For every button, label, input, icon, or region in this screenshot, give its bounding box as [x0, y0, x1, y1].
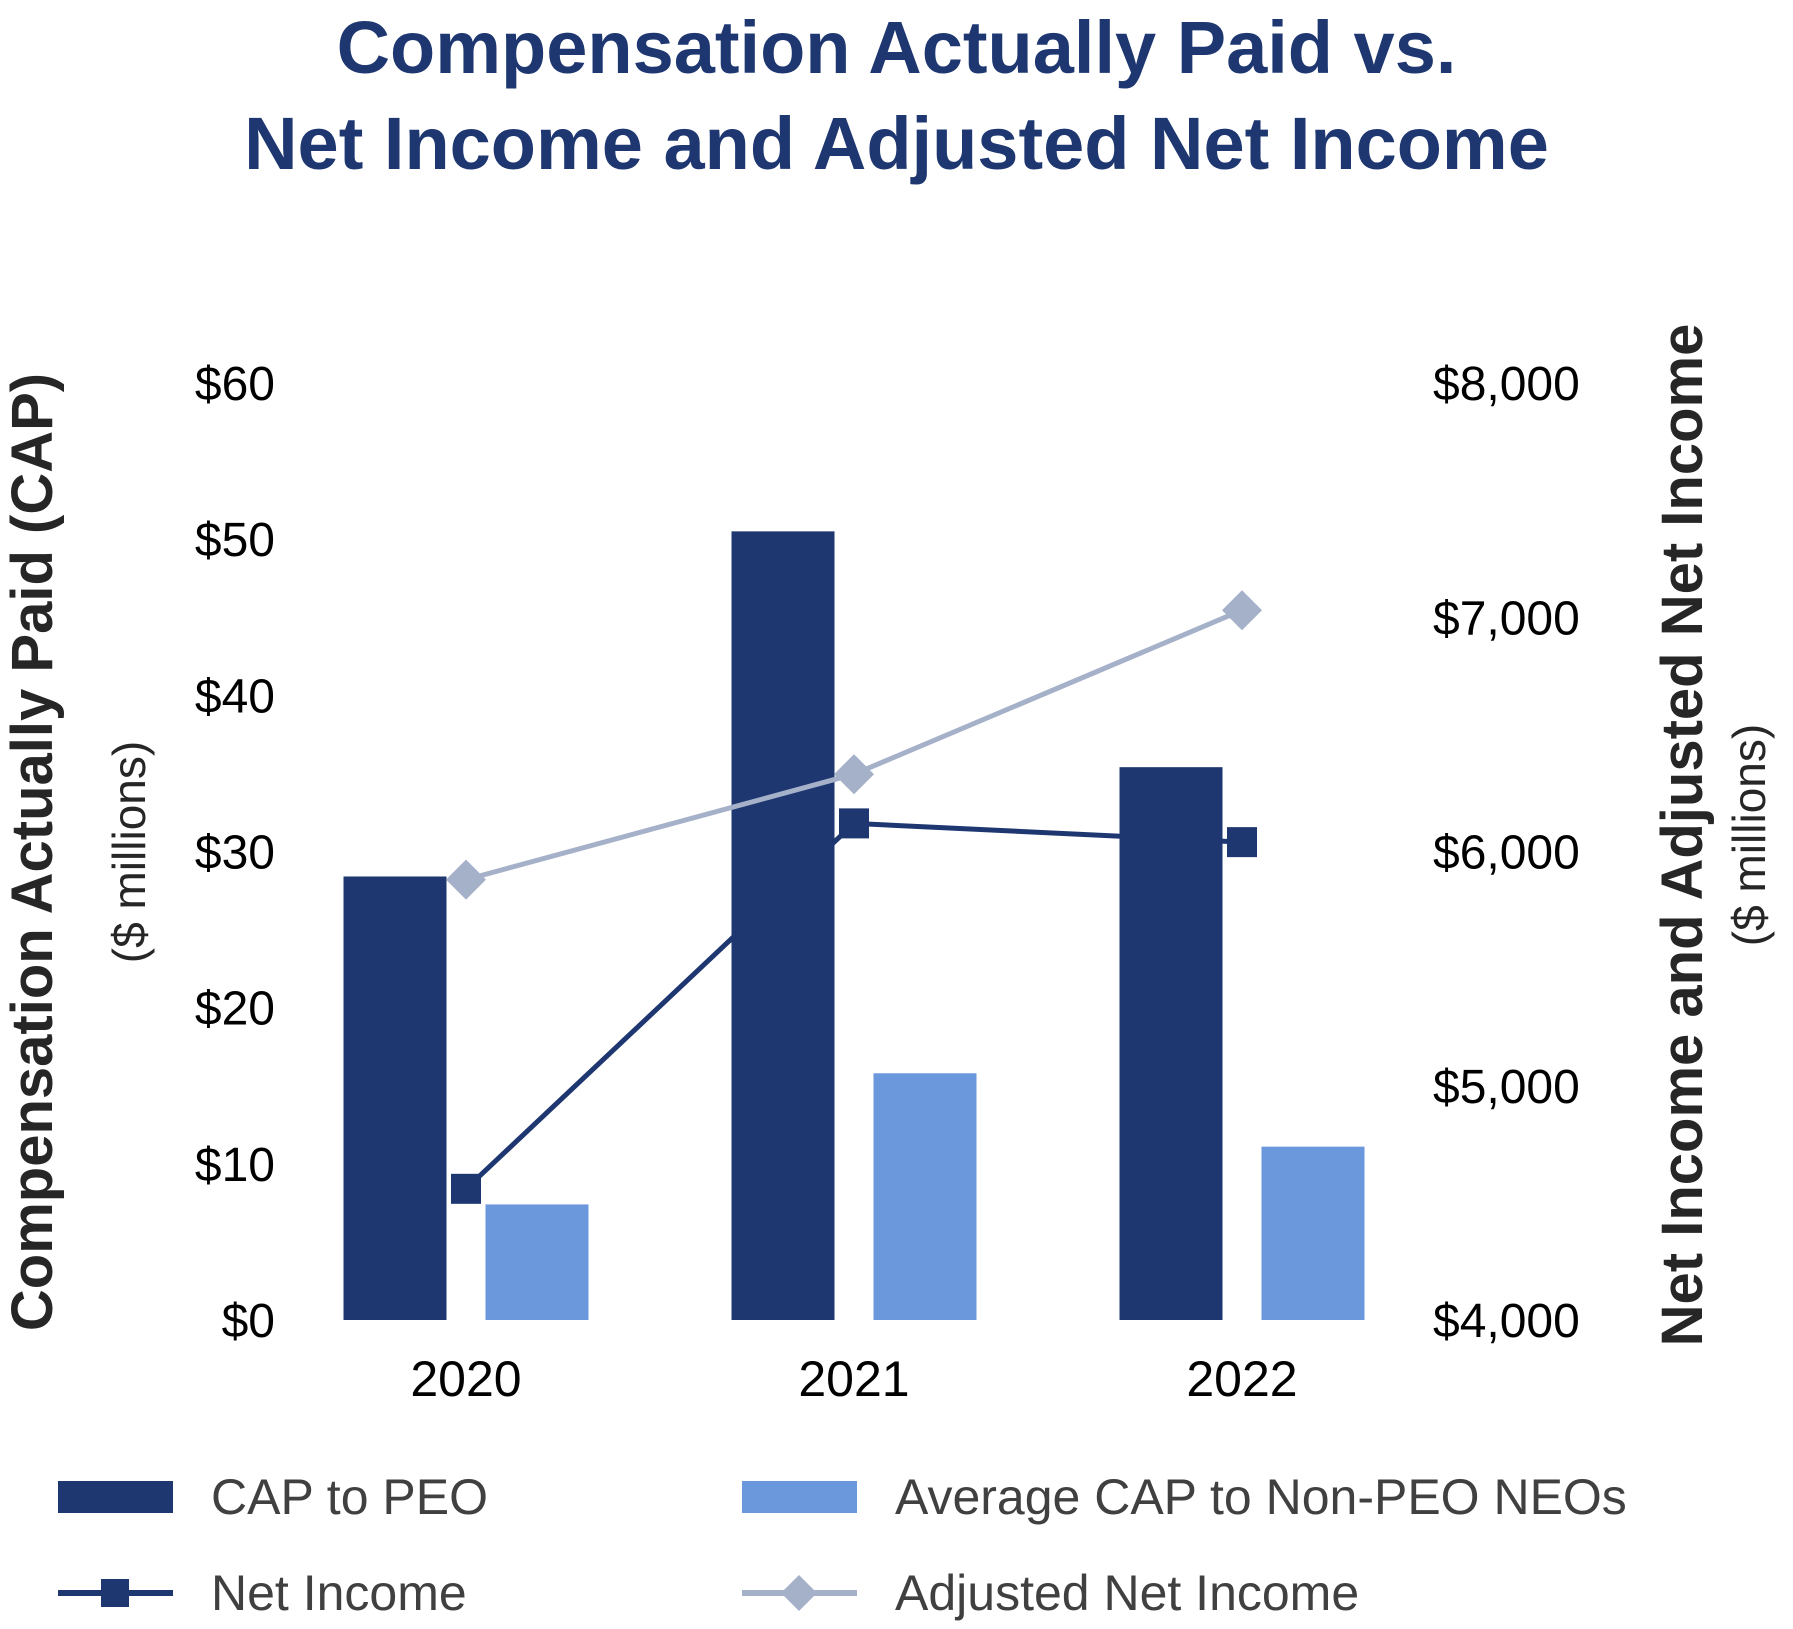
marker-net-income-2022 — [1227, 827, 1257, 858]
right-tick-label: $5,000 — [1433, 1061, 1580, 1114]
left-tick-label: $60 — [195, 358, 275, 411]
legend-label-cap-peo: CAP to PEO — [211, 1469, 488, 1525]
marker-net-income-2021 — [839, 808, 869, 839]
legend-item-cap-peo: CAP to PEO — [58, 1467, 488, 1527]
left-tick-label: $10 — [195, 1139, 275, 1192]
legend-item-net-income: Net Income — [58, 1563, 467, 1623]
bar-cap-non-peo-2020 — [485, 1204, 589, 1320]
x-tick-label-2022: 2022 — [1186, 1351, 1297, 1407]
marker-adjusted-net-income-2022 — [1222, 590, 1262, 631]
marker-net-income-2020 — [451, 1173, 481, 1204]
left-tick-label: $30 — [195, 827, 275, 880]
right-tick-label: $6,000 — [1433, 827, 1580, 880]
left-axis-units: ($ millions) — [103, 741, 155, 963]
left-tick-label: $40 — [195, 670, 275, 723]
marker-adjusted-net-income-2021 — [834, 754, 874, 795]
chart-title-line-1: Compensation Actually Paid vs. — [336, 6, 1457, 89]
legend-item-adjusted-net-income: Adjusted Net Income — [742, 1563, 1359, 1623]
bar-cap-peo-2020 — [343, 876, 447, 1320]
left-tick-label: $50 — [195, 514, 275, 567]
x-tick-label-2021: 2021 — [798, 1351, 909, 1407]
right-axis-title: Net Income and Adjusted Net Income — [1650, 324, 1715, 1347]
chart-plot: $0$10$20$30$40$50$60 $4,000$5,000$6,000$… — [0, 324, 1775, 1407]
legend-swatch-cap-non-peo — [742, 1481, 857, 1513]
legend-label-cap-non-peo: Average CAP to Non-PEO NEOs — [895, 1469, 1627, 1525]
legend-label-adjusted-net-income: Adjusted Net Income — [895, 1565, 1360, 1621]
bar-group — [343, 531, 1365, 1320]
line-group — [446, 590, 1262, 1204]
legend-swatch-cap-peo — [58, 1481, 173, 1513]
left-tick-label: $0 — [222, 1295, 275, 1348]
left-tick-label: $20 — [195, 983, 275, 1036]
right-tick-label: $4,000 — [1433, 1295, 1580, 1348]
right-axis-ticks: $4,000 $5,000 $6,000 $7,000 $8,000 — [1433, 358, 1580, 1348]
chart-title-line-2: Net Income and Adjusted Net Income — [244, 102, 1549, 185]
legend-swatch-adjusted-net-income — [742, 1575, 857, 1611]
left-axis-ticks: $0 $10 $20 $30 $40 $50 $60 — [195, 358, 275, 1348]
bar-cap-peo-2022 — [1119, 767, 1223, 1320]
legend-label-net-income: Net Income — [211, 1565, 467, 1621]
x-tick-label-2020: 2020 — [410, 1351, 521, 1407]
right-tick-label: $8,000 — [1433, 358, 1580, 411]
bar-cap-non-peo-2022 — [1261, 1146, 1365, 1320]
marker-adjusted-net-income-2020 — [446, 859, 486, 900]
right-tick-label: $7,000 — [1433, 592, 1580, 645]
right-axis-units: ($ millions) — [1723, 724, 1775, 946]
legend-swatch-net-income — [58, 1579, 173, 1607]
x-axis-ticks: 2020 2021 2022 — [410, 1351, 1297, 1407]
bar-cap-non-peo-2021 — [873, 1073, 977, 1320]
legend-item-cap-non-peo: Average CAP to Non-PEO NEOs — [742, 1467, 1627, 1527]
left-axis-title: Compensation Actually Paid (CAP) — [0, 373, 65, 1331]
